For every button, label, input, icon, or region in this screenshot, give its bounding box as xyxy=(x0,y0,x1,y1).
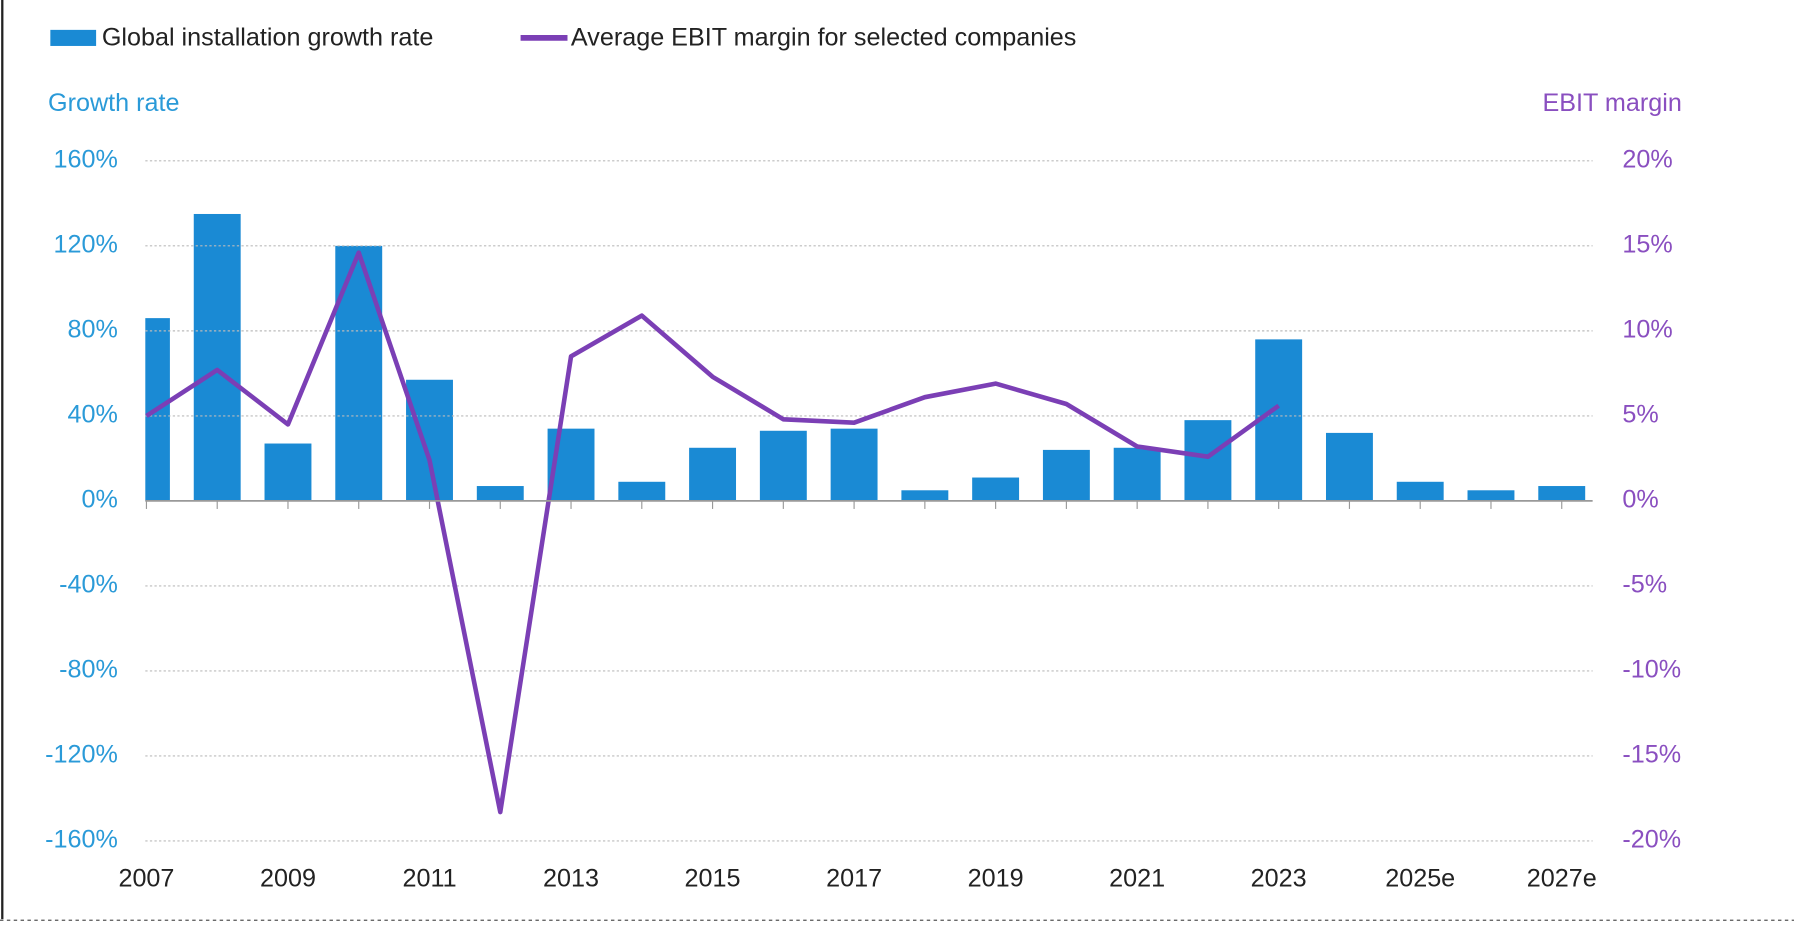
x-tick-label: 2011 xyxy=(402,865,456,893)
bar xyxy=(1184,420,1232,501)
legend-label: Average EBIT margin for selected compani… xyxy=(571,24,1076,52)
bar xyxy=(264,443,312,501)
bar xyxy=(759,430,807,501)
y-tick-label: 40% xyxy=(67,401,117,429)
bar xyxy=(1255,339,1303,501)
bar xyxy=(901,490,949,501)
bar xyxy=(618,481,666,501)
y-axis-title: Growth rate xyxy=(48,89,179,117)
bar xyxy=(335,245,383,501)
y-tick-label: 80% xyxy=(67,316,117,344)
y2-tick-label: 0% xyxy=(1622,486,1658,514)
y2-tick-label: 15% xyxy=(1622,230,1672,258)
legend-swatch xyxy=(50,29,97,46)
x-tick-label: 2023 xyxy=(1251,865,1307,893)
bar xyxy=(1467,490,1515,501)
bar xyxy=(476,486,524,501)
y-tick-label: 160% xyxy=(53,145,117,173)
x-tick-label: 2021 xyxy=(1109,865,1165,893)
y2-tick-label: -5% xyxy=(1622,571,1667,599)
bar xyxy=(830,428,878,501)
y-tick-label: -160% xyxy=(45,826,118,854)
plot-area xyxy=(145,213,1586,501)
x-tick-label: 2025e xyxy=(1385,865,1455,893)
bar xyxy=(1042,449,1090,501)
bar xyxy=(145,318,170,501)
y-tick-label: -120% xyxy=(45,741,118,769)
x-tick-label: 2027e xyxy=(1527,865,1597,893)
y2-tick-label: 10% xyxy=(1622,316,1672,344)
legend-label: Global installation growth rate xyxy=(102,24,434,52)
x-tick-label: 2019 xyxy=(968,865,1024,893)
x-tick-label: 2017 xyxy=(826,865,882,893)
bar xyxy=(1325,432,1373,501)
line-series xyxy=(145,250,1281,815)
y-tick-label: -80% xyxy=(59,656,118,684)
y-tick-label: 0% xyxy=(81,486,117,514)
x-tick-label: 2015 xyxy=(685,865,741,893)
x-tick-label: 2009 xyxy=(260,865,316,893)
y2-tick-label: 5% xyxy=(1622,401,1658,429)
bar xyxy=(1396,481,1444,501)
bar xyxy=(1538,486,1586,501)
y2-axis-title: EBIT margin xyxy=(1542,89,1681,117)
y-tick-label: 120% xyxy=(53,230,117,258)
y2-tick-label: -20% xyxy=(1622,826,1681,854)
x-tick-label: 2007 xyxy=(118,865,174,893)
x-tick-label: 2013 xyxy=(543,865,599,893)
y-tick-label: -40% xyxy=(59,571,118,599)
bar xyxy=(193,213,241,501)
bar xyxy=(972,477,1020,501)
y2-tick-label: 20% xyxy=(1622,145,1672,173)
bar xyxy=(689,447,737,501)
bar xyxy=(406,379,453,501)
y2-tick-label: -15% xyxy=(1622,741,1681,769)
bar xyxy=(1113,447,1161,501)
y2-tick-label: -10% xyxy=(1622,656,1681,684)
